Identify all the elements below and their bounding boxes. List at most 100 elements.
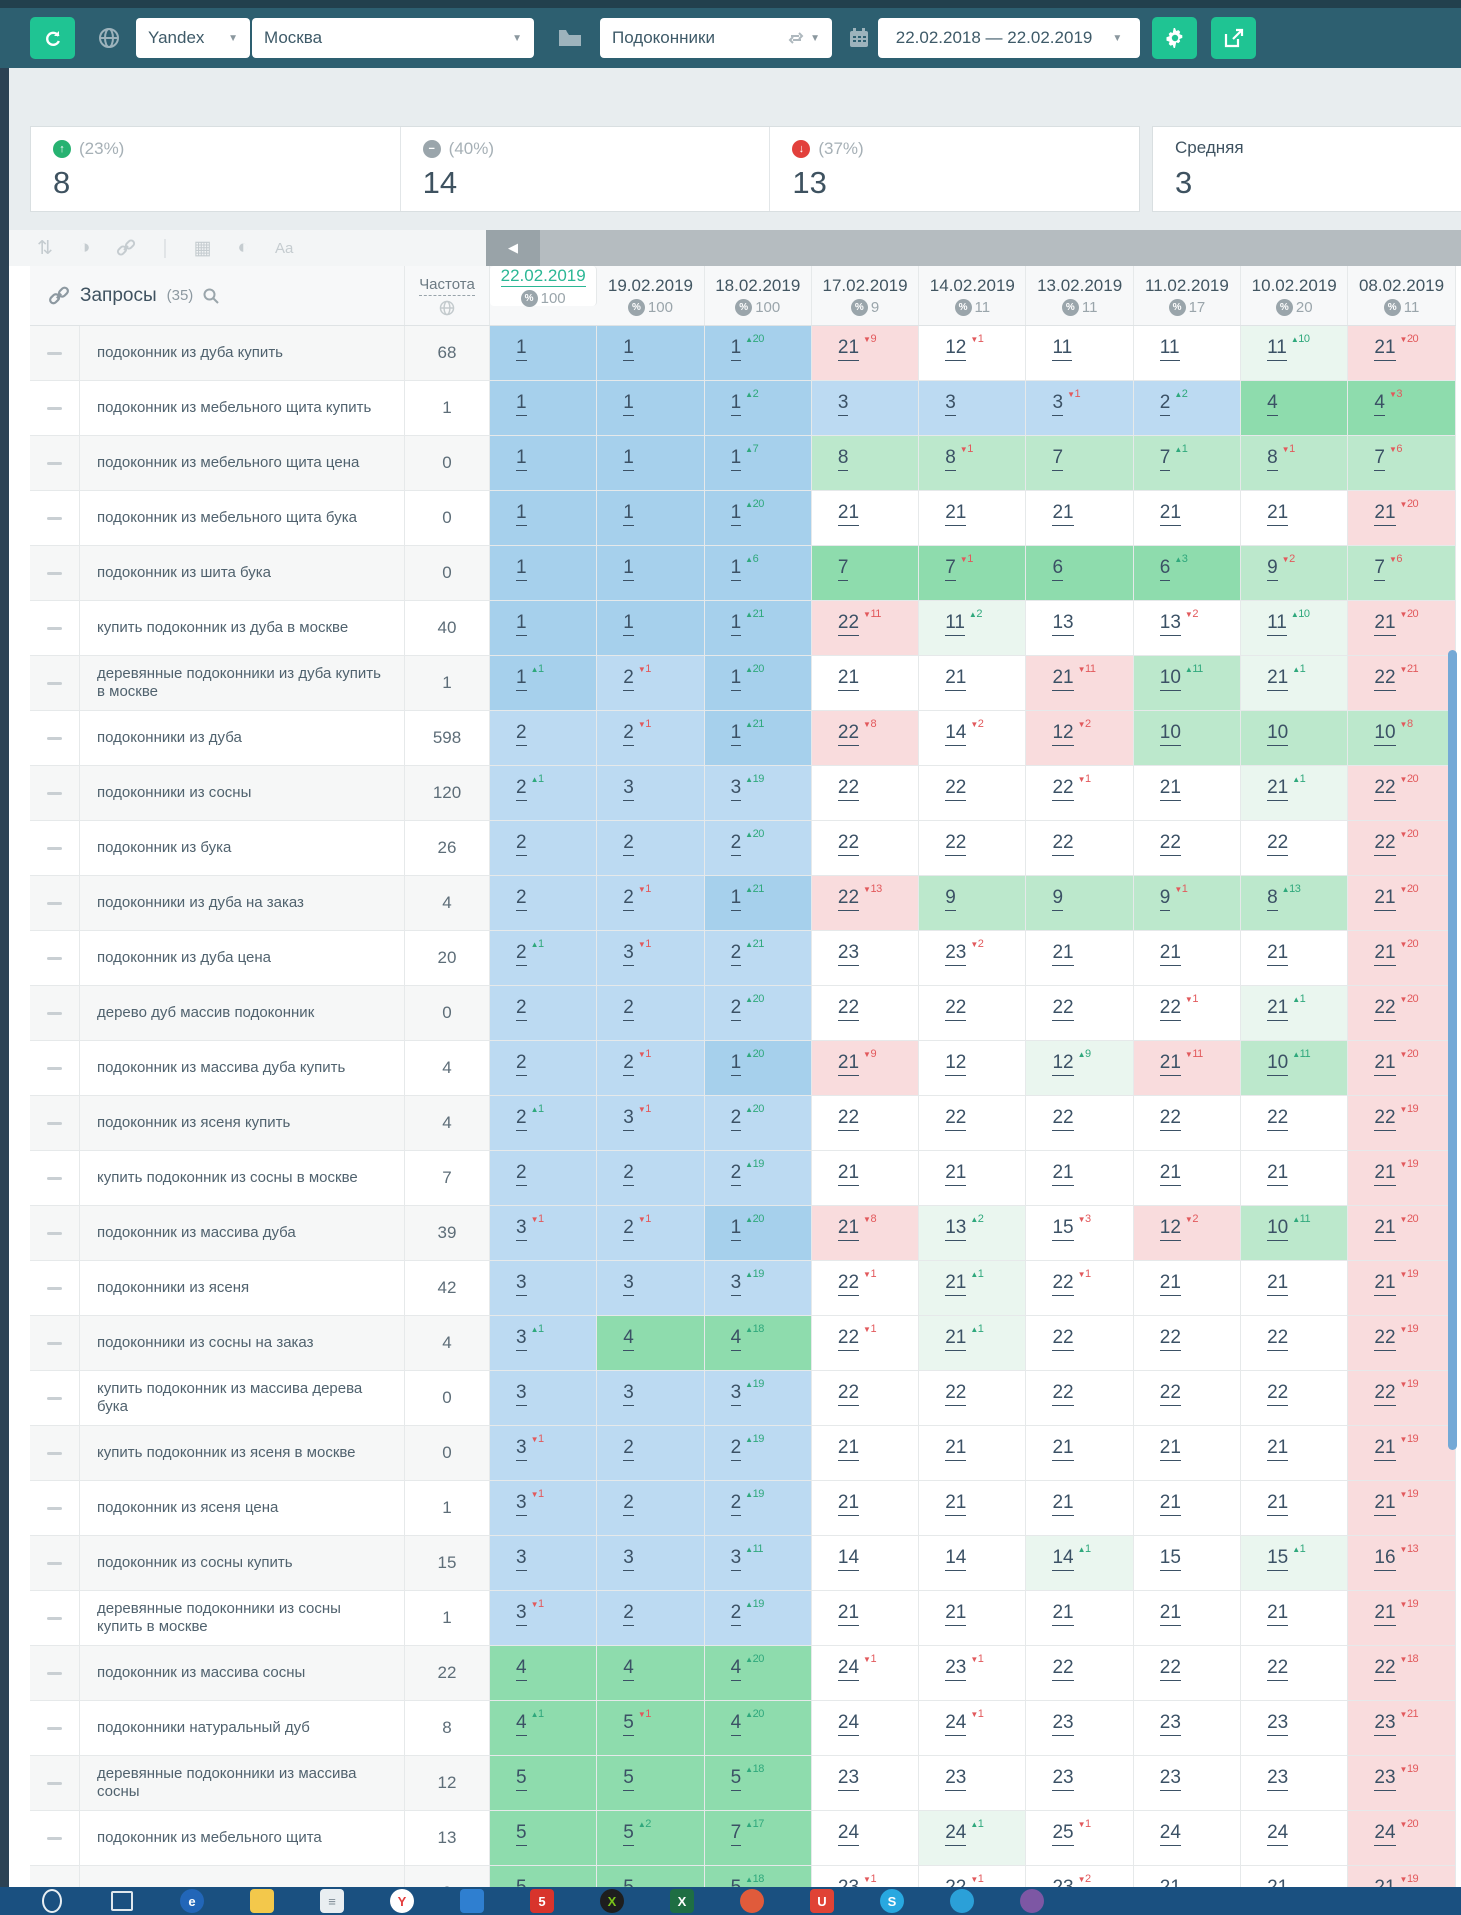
position-link[interactable]: 21 — [1267, 667, 1289, 691]
position-link[interactable]: 23 — [1159, 1712, 1181, 1736]
row-drag-handle[interactable] — [30, 1481, 80, 1536]
position-link[interactable]: 12 — [1052, 722, 1074, 746]
position-link[interactable]: 21 — [1374, 337, 1396, 361]
position-link[interactable]: 8 — [837, 447, 849, 471]
export-button[interactable] — [1211, 17, 1256, 59]
position-link[interactable]: 21 — [1159, 1437, 1181, 1461]
position-link[interactable]: 1 — [516, 557, 527, 581]
position-link[interactable]: 13 — [1159, 612, 1181, 636]
query-link[interactable]: подоконник из сосны купить — [97, 1554, 293, 1571]
query-link[interactable]: подоконник из ясеня купить — [97, 1114, 291, 1131]
position-link[interactable]: 2 — [730, 832, 742, 856]
search-icon[interactable] — [40, 1889, 64, 1913]
date-column-header-08.02.2019[interactable]: 08.02.2019% 11 — [1348, 266, 1456, 325]
position-link[interactable]: 4 — [516, 1712, 527, 1736]
position-link[interactable]: 23 — [1374, 1767, 1396, 1791]
position-link[interactable]: 1 — [730, 1217, 742, 1241]
position-link[interactable]: 1 — [730, 502, 742, 526]
position-link[interactable]: 21 — [1159, 1162, 1181, 1186]
position-link[interactable]: 3 — [516, 1272, 527, 1296]
query-link[interactable]: деревянные подоконники из дуба купить в … — [97, 665, 381, 700]
position-link[interactable]: 7 — [945, 557, 956, 581]
position-link[interactable]: 22 — [1052, 1107, 1074, 1131]
position-link[interactable]: 1 — [730, 887, 742, 911]
position-link[interactable]: 11 — [945, 612, 965, 636]
position-link[interactable]: 21 — [1374, 942, 1396, 966]
position-link[interactable]: 22 — [837, 1382, 860, 1406]
position-link[interactable]: 1 — [623, 612, 634, 636]
position-link[interactable]: 23 — [945, 942, 967, 966]
position-link[interactable]: 1 — [516, 667, 527, 691]
position-link[interactable]: 21 — [945, 1272, 967, 1296]
row-drag-handle[interactable] — [30, 931, 80, 986]
excel-icon[interactable]: X — [670, 1889, 694, 1913]
query-link[interactable]: подоконник из массива дуба — [97, 1224, 296, 1241]
position-link[interactable]: 21 — [1052, 942, 1074, 966]
position-link[interactable]: 11 — [1052, 337, 1073, 361]
position-link[interactable]: 11 — [1267, 337, 1287, 361]
query-link[interactable]: купить подоконник из сосны в москве — [97, 1169, 358, 1186]
position-link[interactable]: 2 — [623, 722, 634, 746]
position-link[interactable]: 1 — [623, 447, 634, 471]
position-link[interactable]: 23 — [1267, 1767, 1289, 1791]
position-link[interactable]: 21 — [1267, 997, 1289, 1021]
position-link[interactable]: 22 — [1159, 1107, 1181, 1131]
position-link[interactable]: 12 — [1159, 1217, 1181, 1241]
query-link[interactable]: дерево дуб массив подоконник — [97, 1004, 315, 1021]
position-link[interactable]: 2 — [516, 832, 527, 856]
position-link[interactable]: 2 — [516, 1107, 527, 1131]
position-link[interactable]: 4 — [730, 1327, 742, 1351]
position-link[interactable]: 3 — [730, 1547, 742, 1571]
position-link[interactable]: 3 — [623, 942, 634, 966]
position-link[interactable]: 22 — [1052, 1272, 1074, 1296]
position-link[interactable]: 1 — [730, 667, 742, 691]
position-link[interactable]: 5 — [516, 1822, 527, 1846]
position-link[interactable]: 2 — [1159, 392, 1171, 416]
position-link[interactable]: 24 — [837, 1822, 860, 1846]
position-link[interactable]: 2 — [730, 1107, 742, 1131]
position-link[interactable]: 1 — [730, 612, 742, 636]
position-link[interactable]: 21 — [1374, 1602, 1396, 1626]
position-link[interactable]: 22 — [837, 612, 860, 636]
position-link[interactable]: 4 — [730, 1657, 742, 1681]
query-link[interactable]: подоконник из шита бука — [97, 564, 272, 581]
date-column-header-10.02.2019[interactable]: 10.02.2019% 20 — [1241, 266, 1349, 325]
position-link[interactable]: 3 — [516, 1437, 527, 1461]
position-link[interactable]: 22 — [945, 1382, 967, 1406]
position-link[interactable]: 21 — [1267, 1162, 1289, 1186]
vertical-scrollbar-thumb[interactable] — [1448, 650, 1457, 1450]
row-drag-handle[interactable] — [30, 1756, 80, 1811]
query-link[interactable]: подоконник из мебельного щита купить — [97, 399, 372, 416]
position-link[interactable]: 2 — [623, 1492, 634, 1516]
position-link[interactable]: 11 — [1267, 612, 1287, 636]
position-link[interactable]: 21 — [1159, 1602, 1181, 1626]
position-link[interactable]: 21 — [837, 1437, 860, 1461]
position-link[interactable]: 21 — [837, 337, 860, 361]
position-link[interactable]: 22 — [1267, 1657, 1289, 1681]
position-link[interactable]: 14 — [1052, 1547, 1074, 1571]
region-select[interactable]: Москва ▼ — [252, 18, 534, 58]
row-drag-handle[interactable] — [30, 1206, 80, 1261]
position-link[interactable]: 2 — [730, 1492, 742, 1516]
position-link[interactable]: 22 — [1374, 667, 1396, 691]
position-link[interactable]: 2 — [623, 997, 634, 1021]
position-link[interactable]: 4 — [623, 1657, 634, 1681]
position-link[interactable]: 22 — [1052, 1657, 1074, 1681]
query-link[interactable]: подоконники из дуба на заказ — [97, 894, 304, 911]
position-link[interactable]: 7 — [837, 557, 849, 581]
position-link[interactable]: 13 — [1052, 612, 1074, 636]
position-link[interactable]: 7 — [1052, 447, 1064, 471]
position-link[interactable]: 21 — [837, 1492, 860, 1516]
position-link[interactable]: 22 — [1267, 1327, 1289, 1351]
position-link[interactable]: 2 — [623, 1162, 634, 1186]
query-link[interactable]: подоконники натуральный дуб — [97, 1719, 310, 1736]
position-link[interactable]: 21 — [1159, 502, 1181, 526]
skype-icon[interactable]: S — [880, 1889, 904, 1913]
position-link[interactable]: 22 — [837, 777, 860, 801]
position-link[interactable]: 2 — [623, 667, 634, 691]
position-link[interactable]: 21 — [1267, 502, 1289, 526]
row-drag-handle[interactable] — [30, 436, 80, 491]
row-drag-handle[interactable] — [30, 1041, 80, 1096]
position-link[interactable]: 21 — [1374, 1052, 1396, 1076]
date-range-button[interactable]: 22.02.2018 — 22.02.2019 ▼ — [878, 18, 1140, 58]
